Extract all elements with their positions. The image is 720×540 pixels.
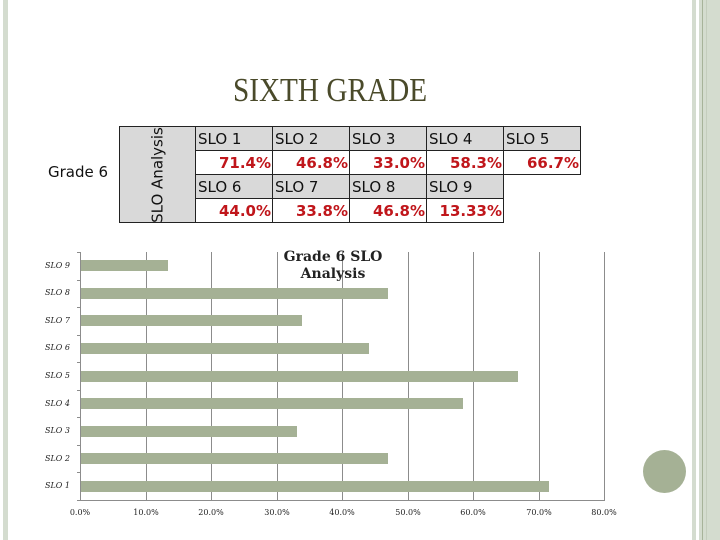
y-tick xyxy=(77,472,81,473)
bar-slo-4 xyxy=(81,398,463,409)
bar-slo-6 xyxy=(81,343,369,354)
slo-value: 71.4% xyxy=(195,150,273,175)
x-tick-label: 50.0% xyxy=(395,508,421,517)
category-label: SLO 4 xyxy=(45,399,70,408)
y-tick xyxy=(77,362,81,363)
slo-value: 33.8% xyxy=(272,198,350,223)
gridline xyxy=(539,252,540,501)
y-tick xyxy=(77,280,81,281)
x-tick-label: 0.0% xyxy=(69,508,91,517)
right-border-band xyxy=(699,0,720,540)
right-border-stripe xyxy=(692,0,696,540)
slo-header: SLO 7 xyxy=(272,174,350,199)
y-tick xyxy=(77,390,81,391)
y-tick xyxy=(77,500,81,501)
slo-header: SLO 5 xyxy=(503,126,581,151)
right-border-line xyxy=(702,0,703,540)
right-border-line-light xyxy=(706,0,707,540)
slo-value: 46.8% xyxy=(349,198,427,223)
x-tick-label: 20.0% xyxy=(198,508,224,517)
left-border-stripe xyxy=(3,0,8,540)
category-label: SLO 2 xyxy=(45,454,70,463)
x-tick-label: 60.0% xyxy=(460,508,486,517)
category-label: SLO 3 xyxy=(45,426,70,435)
bar-slo-9 xyxy=(81,260,168,271)
bar-slo-3 xyxy=(81,426,297,437)
y-tick xyxy=(77,335,81,336)
category-label: SLO 5 xyxy=(45,371,70,380)
category-label: SLO 9 xyxy=(45,261,70,270)
slo-value: 13.33% xyxy=(426,198,504,223)
category-label: SLO 6 xyxy=(45,343,70,352)
y-axis xyxy=(80,252,81,501)
x-tick-label: 30.0% xyxy=(264,508,290,517)
category-label: SLO 1 xyxy=(45,481,70,490)
decorative-circle xyxy=(643,450,686,493)
slo-header: SLO 2 xyxy=(272,126,350,151)
slide-title: SIXTH GRADE xyxy=(232,72,428,109)
slo-analysis-cell: SLO Analysis xyxy=(119,126,196,223)
slo-value: 58.3% xyxy=(426,150,504,175)
bar-slo-8 xyxy=(81,288,388,299)
x-tick-label: 80.0% xyxy=(591,508,617,517)
gridline xyxy=(604,252,605,501)
slo-value: 46.8% xyxy=(272,150,350,175)
bar-slo-1 xyxy=(81,481,549,492)
category-label: SLO 7 xyxy=(45,316,70,325)
slo-header: SLO 9 xyxy=(426,174,504,199)
slo-header: SLO 1 xyxy=(195,126,273,151)
y-tick xyxy=(77,417,81,418)
slo-summary-table: SLO Analysis SLO 1 SLO 2 SLO 3 SLO 4 SLO… xyxy=(119,126,581,223)
chart-title: Grade 6 SLO Analysis xyxy=(283,249,383,282)
bar-slo-2 xyxy=(81,453,388,464)
bar-slo-7 xyxy=(81,315,302,326)
slo-header: SLO 4 xyxy=(426,126,504,151)
category-label: SLO 8 xyxy=(45,288,70,297)
x-tick-label: 40.0% xyxy=(329,508,355,517)
x-tick-label: 10.0% xyxy=(133,508,159,517)
grade-label: Grade 6 xyxy=(48,163,109,181)
slo-value: 33.0% xyxy=(349,150,427,175)
slo-header: SLO 3 xyxy=(349,126,427,151)
y-tick xyxy=(77,445,81,446)
slo-value: 66.7% xyxy=(503,150,581,175)
y-tick xyxy=(77,252,81,253)
y-tick xyxy=(77,307,81,308)
x-tick-label: 70.0% xyxy=(526,508,552,517)
bar-slo-5 xyxy=(81,371,518,382)
slo-value: 44.0% xyxy=(195,198,273,223)
